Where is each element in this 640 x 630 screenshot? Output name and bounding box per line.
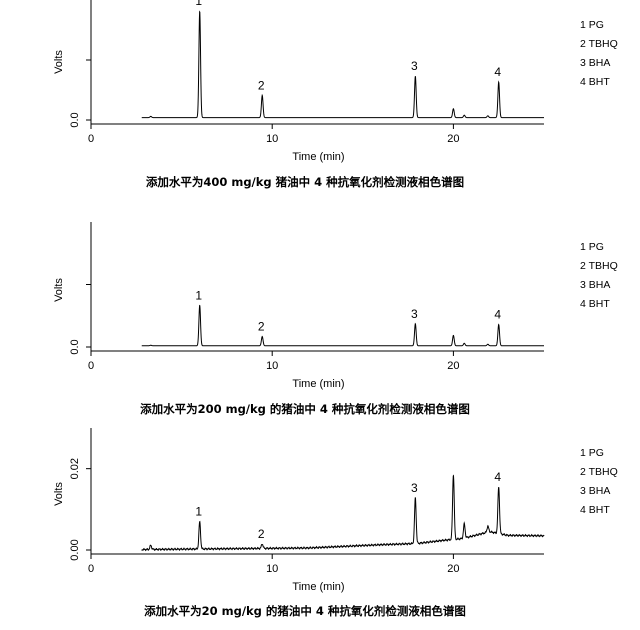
y-tick-label: 0.0: [69, 112, 81, 127]
figure-caption: 添加水平为20 mg/kg 的猪油中 4 种抗氧化剂检测液相色谱图: [144, 604, 466, 618]
legend-entry: 3 BHA: [580, 279, 610, 291]
peak-label: 2: [258, 320, 265, 334]
x-tick-label: 0: [88, 563, 94, 575]
legend-entry: 2 TBHQ: [580, 260, 618, 272]
x-tick-label: 20: [447, 563, 459, 575]
legend-entry: 1 PG: [580, 19, 604, 31]
peak-label: 2: [258, 78, 265, 92]
peak-label: 4: [494, 470, 501, 484]
legend-entry: 2 TBHQ: [580, 38, 618, 50]
legend-entry: 3 BHA: [580, 485, 610, 497]
x-tick-label: 10: [266, 563, 278, 575]
x-tick-label: 10: [266, 133, 278, 145]
peak-label: 1: [195, 505, 202, 519]
legend-entry: 1 PG: [580, 241, 604, 253]
chromatogram-panel-1: 0 10 20 0.0 Volts Time (min) 1 2 3 4 1 PG 2 TBHQ 3 B…: [53, 0, 618, 189]
legend-entry: 4 BHT: [580, 504, 610, 516]
y-tick-label: 0.00: [69, 539, 81, 560]
chromatogram-panel-3: 0 10 20 0.00 0.02 Volts Time (min) 1 2 3 4 1 PG 2 TB…: [53, 428, 618, 618]
legend-entry: 4 BHT: [580, 76, 610, 88]
y-axis-label: Volts: [53, 50, 65, 74]
x-tick-label: 0: [88, 360, 94, 372]
peak-label: 3: [411, 307, 418, 321]
legend-entry: 3 BHA: [580, 57, 610, 69]
peak-label: 3: [411, 59, 418, 73]
x-axis-label: Time (min): [292, 378, 344, 390]
peak-label: 4: [494, 65, 501, 79]
peak-label: 1: [195, 288, 202, 302]
y-axis-label: Volts: [53, 482, 65, 506]
chromatogram-trace: [141, 304, 544, 347]
x-tick-label: 20: [447, 133, 459, 145]
y-axis-label: Volts: [53, 278, 65, 302]
peak-label: 3: [411, 481, 418, 495]
x-tick-label: 20: [447, 360, 459, 372]
figure-caption: 添加水平为400 mg/kg 猪油中 4 种抗氧化剂检测液相色谱图: [146, 175, 464, 189]
x-axis-label: Time (min): [292, 151, 344, 163]
chromatogram-trace: [141, 10, 544, 119]
y-tick-label: 0.0: [69, 339, 81, 354]
figure-caption: 添加水平为200 mg/kg 的猪油中 4 种抗氧化剂检测液相色谱图: [140, 402, 470, 416]
y-tick-label: 0.02: [69, 458, 81, 479]
x-axis-label: Time (min): [292, 581, 344, 593]
x-tick-label: 10: [266, 360, 278, 372]
chromatogram-panel-2: 0 10 20 0.0 Volts Time (min) 1 2 3 4 1 PG 2 TBHQ 3 B…: [53, 222, 618, 416]
x-tick-label: 0: [88, 133, 94, 145]
peak-label: 1: [195, 0, 202, 8]
legend-entry: 2 TBHQ: [580, 466, 618, 478]
peak-label: 2: [258, 527, 265, 541]
chromatogram-trace: [141, 474, 545, 552]
legend-entry: 1 PG: [580, 447, 604, 459]
peak-label: 4: [494, 308, 501, 322]
legend-entry: 4 BHT: [580, 298, 610, 310]
